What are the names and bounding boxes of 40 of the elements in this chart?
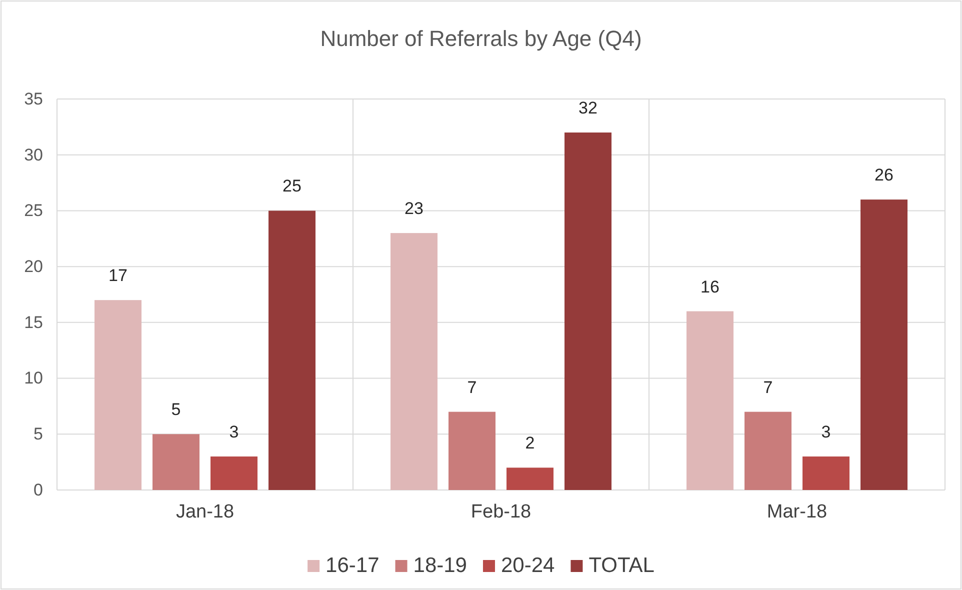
bar bbox=[744, 412, 792, 490]
x-tick-label: Jan-18 bbox=[176, 501, 234, 522]
data-label: 32 bbox=[578, 98, 598, 118]
x-tick-label: Mar-18 bbox=[766, 501, 828, 522]
data-label: 23 bbox=[404, 199, 424, 218]
y-tick-label: 15 bbox=[24, 312, 43, 332]
data-label: 3 bbox=[821, 422, 831, 442]
data-label: 3 bbox=[229, 422, 239, 442]
legend-label: 16-17 bbox=[326, 554, 380, 577]
y-tick-label: 20 bbox=[24, 257, 43, 276]
y-tick-label: 5 bbox=[34, 424, 43, 444]
y-tick-label: 30 bbox=[24, 145, 43, 164]
legend-label: TOTAL bbox=[588, 554, 654, 577]
legend-label: 20-24 bbox=[500, 554, 556, 577]
data-label: 25 bbox=[282, 176, 302, 196]
bar bbox=[506, 468, 554, 490]
data-label: 16 bbox=[700, 277, 720, 296]
y-tick-label: 35 bbox=[24, 89, 43, 108]
y-tick-label: 0 bbox=[34, 480, 43, 500]
bar bbox=[94, 300, 142, 490]
data-label: 5 bbox=[171, 400, 181, 420]
data-label: 2 bbox=[525, 434, 535, 453]
data-label: 26 bbox=[874, 166, 894, 185]
bar bbox=[860, 200, 908, 490]
data-label: 17 bbox=[108, 266, 128, 286]
data-label: 7 bbox=[763, 378, 773, 397]
bar bbox=[564, 132, 612, 490]
x-tick-label: Feb-18 bbox=[470, 501, 532, 522]
bar bbox=[152, 434, 200, 490]
bar bbox=[448, 412, 496, 490]
bar bbox=[686, 311, 734, 490]
legend-label: 18-19 bbox=[413, 554, 467, 577]
bar bbox=[802, 456, 850, 490]
bar bbox=[268, 210, 316, 490]
data-label: 7 bbox=[467, 378, 477, 397]
y-tick-label: 25 bbox=[24, 201, 43, 220]
y-tick-label: 10 bbox=[24, 368, 43, 388]
bar bbox=[210, 456, 258, 490]
bar bbox=[390, 233, 438, 490]
chart-title: Number of Referrals by Age (Q4) bbox=[320, 26, 642, 51]
